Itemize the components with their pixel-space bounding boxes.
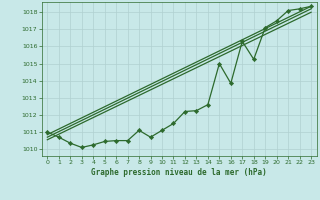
X-axis label: Graphe pression niveau de la mer (hPa): Graphe pression niveau de la mer (hPa)	[91, 168, 267, 177]
